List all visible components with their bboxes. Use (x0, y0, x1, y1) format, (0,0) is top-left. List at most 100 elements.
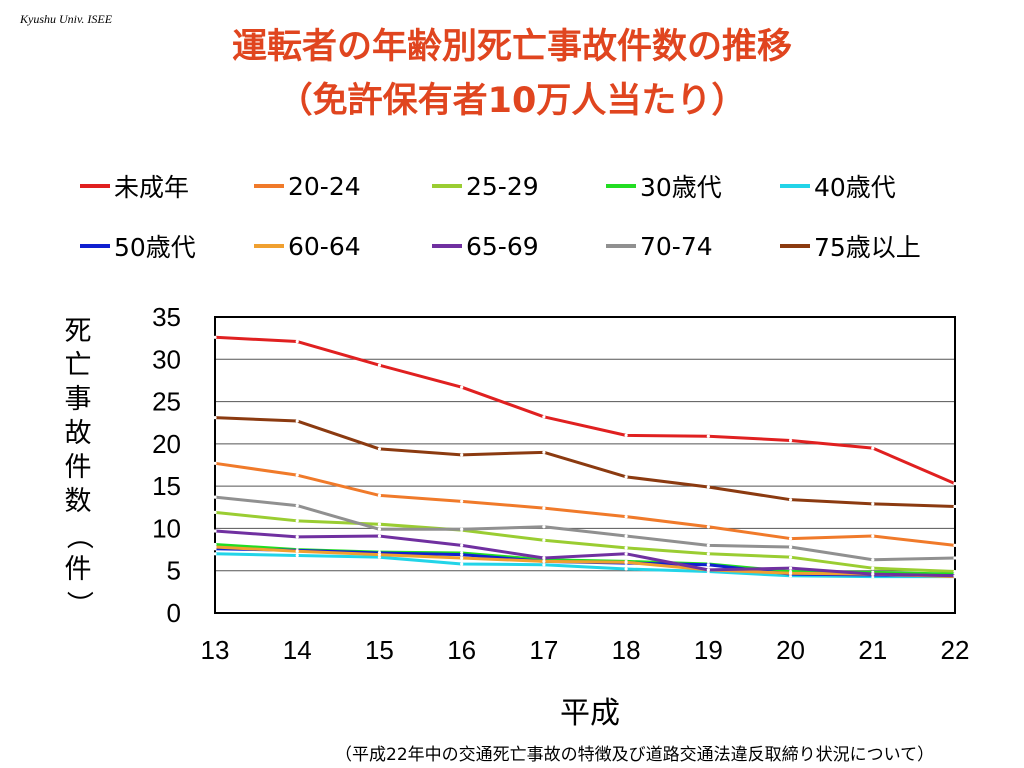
legend-item: 50歳代 (80, 228, 196, 264)
legend-swatch (780, 244, 810, 248)
legend-label: 30歳代 (640, 173, 722, 202)
data-point (953, 504, 957, 509)
y-tick-label: 35 (152, 302, 181, 332)
legend-swatch (432, 244, 462, 248)
data-point (542, 559, 546, 564)
legend-label: 20-24 (288, 171, 361, 201)
y-tick-label: 25 (152, 387, 181, 417)
y-axis-label: 死亡事故件数（件） (60, 315, 96, 621)
x-tick-label: 21 (858, 635, 887, 665)
legend-label: 65-69 (466, 231, 539, 261)
series-line (214, 542, 956, 576)
data-point (295, 339, 299, 344)
data-point (295, 553, 299, 558)
data-point (871, 566, 875, 570)
x-tick-label: 17 (529, 635, 558, 665)
legend-label: 70-74 (640, 231, 713, 261)
x-tick-label: 18 (612, 635, 641, 665)
data-point (788, 545, 793, 549)
series-line (214, 545, 956, 579)
legend-label: 40歳代 (814, 173, 896, 202)
data-point (295, 473, 299, 477)
legend-swatch (432, 184, 462, 188)
data-point (706, 552, 710, 556)
source-note: （平成22年中の交通死亡事故の特徴及び道路交通法違反取締り状況について） (335, 745, 935, 765)
data-point (460, 453, 464, 457)
data-point (295, 419, 299, 423)
data-point (706, 543, 710, 547)
data-point (706, 563, 710, 567)
x-tick-label: 20 (776, 635, 805, 665)
y-tick-label: 20 (152, 429, 181, 459)
data-point (953, 569, 957, 574)
series-line (214, 461, 956, 547)
data-point (377, 493, 382, 498)
series-line (214, 510, 956, 574)
y-axis-label-char: 事 (64, 384, 92, 415)
data-point (706, 568, 710, 572)
data-point (213, 545, 217, 549)
series-line (214, 552, 955, 579)
data-point (542, 415, 546, 419)
legend-item: 30歳代 (606, 168, 722, 204)
data-point (871, 446, 875, 450)
data-point (624, 433, 628, 437)
data-point (788, 571, 793, 575)
data-point (295, 549, 299, 553)
chart-title: 運転者の年齢別死亡事故件数の推移 (231, 27, 792, 67)
data-point (377, 553, 382, 557)
data-point (377, 527, 382, 531)
data-point (624, 560, 628, 564)
y-tick-label: 15 (152, 471, 181, 501)
data-point (460, 562, 464, 566)
y-axis-label-char: 故 (64, 418, 92, 449)
x-tick-label: 19 (694, 635, 723, 665)
x-tick-label: 13 (201, 635, 230, 665)
data-point (953, 556, 957, 560)
data-point (953, 482, 957, 486)
y-tick-label: 30 (152, 344, 181, 374)
legend-item: 未成年 (80, 168, 189, 204)
legend-swatch (780, 184, 810, 188)
data-point (213, 552, 217, 556)
legend-item: 60-64 (254, 228, 361, 264)
data-point (953, 574, 957, 578)
y-axis-label-char: 亡 (64, 350, 92, 381)
data-point (213, 529, 217, 533)
legend-swatch (606, 244, 636, 248)
legend-item: 65-69 (432, 228, 539, 264)
data-point (871, 534, 875, 538)
series-line (214, 335, 956, 485)
data-point (460, 499, 464, 503)
data-point (213, 335, 217, 339)
data-point (542, 556, 546, 560)
data-point (377, 447, 382, 451)
legend-item: 25-29 (432, 168, 539, 204)
data-point (624, 475, 628, 479)
data-point (706, 485, 710, 489)
data-point (788, 438, 793, 443)
data-point (460, 543, 464, 547)
data-point (624, 552, 628, 556)
y-tick-label: 0 (167, 598, 181, 628)
credit-label: Kyushu Univ. ISEE (20, 12, 113, 26)
legend-swatch (254, 244, 284, 248)
data-point (377, 522, 382, 526)
legend-label: 75歳以上 (814, 233, 921, 262)
data-point (460, 527, 464, 531)
x-tick-label: 15 (365, 635, 394, 665)
data-point (871, 572, 875, 576)
data-point (295, 503, 299, 508)
series-line (214, 495, 956, 562)
data-point (542, 563, 546, 567)
legend-swatch (80, 244, 110, 248)
legend-item: 20-24 (254, 168, 361, 204)
data-point (788, 566, 793, 570)
legend-swatch (606, 184, 636, 188)
data-point (542, 525, 546, 529)
data-point (871, 558, 875, 562)
data-point (542, 506, 546, 510)
series-line (214, 416, 956, 508)
data-point (460, 556, 464, 560)
